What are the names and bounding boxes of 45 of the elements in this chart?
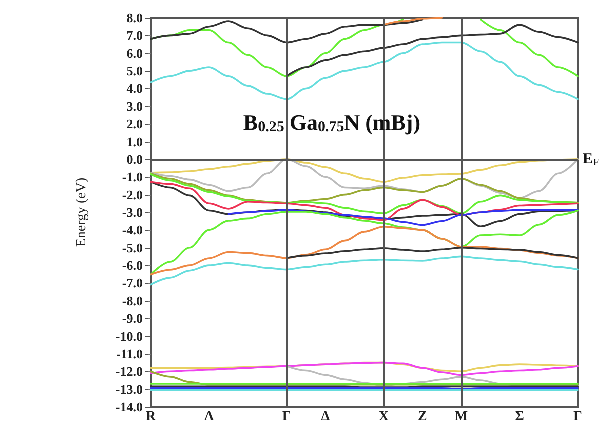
y-tick-label: -8.0 xyxy=(122,293,143,308)
line-series xyxy=(150,370,579,386)
line-series xyxy=(150,174,579,214)
y-tick-label: 8.0 xyxy=(126,10,143,26)
y-tick-label: -7.0 xyxy=(122,276,143,291)
line-series xyxy=(150,362,579,376)
y-tick-label: -14.0 xyxy=(116,400,143,414)
y-tick-label: 0.0 xyxy=(126,152,143,167)
x-tick-label: X xyxy=(378,410,389,424)
y-tick-label: 5.0 xyxy=(126,64,143,79)
line-series xyxy=(150,256,579,286)
line-series xyxy=(383,17,444,26)
x-tick-label: Z xyxy=(418,410,428,424)
line-series xyxy=(150,18,424,44)
x-tick-label: M xyxy=(454,410,468,424)
y-tick-label: -9.0 xyxy=(122,311,143,326)
line-series xyxy=(150,210,579,276)
y-tick-label: -10.0 xyxy=(116,328,143,344)
line-series xyxy=(228,209,579,226)
y-tick-label: 6.0 xyxy=(126,46,143,61)
y-tick-label: -12.0 xyxy=(116,364,143,380)
x-tick-label: Λ xyxy=(204,410,214,424)
y-tick-label: -3.0 xyxy=(122,205,143,220)
y-tick-label: -6.0 xyxy=(122,258,143,274)
y-tick-label: -11.0 xyxy=(116,346,143,362)
y-tick-label: -13.0 xyxy=(116,382,143,397)
y-tick-label: -5.0 xyxy=(122,240,143,256)
y-tick-label: -1.0 xyxy=(122,170,143,185)
y-tick-label: 4.0 xyxy=(126,81,143,96)
y-tick-label: -2.0 xyxy=(122,187,143,202)
line-series xyxy=(286,246,579,260)
x-tick-label: Δ xyxy=(321,410,330,424)
x-tick-label: Γ xyxy=(574,410,583,424)
y-axis-title: Energy (eV) xyxy=(74,178,90,248)
x-tick-label: R xyxy=(146,410,157,424)
x-tick-label: Σ xyxy=(515,410,524,424)
x-tick-label: Γ xyxy=(282,410,292,424)
y-tick-label: -4.0 xyxy=(122,222,143,238)
y-tick-label: 3.0 xyxy=(126,98,143,114)
y-tick-label: 2.0 xyxy=(126,116,143,132)
line-series xyxy=(150,42,579,100)
y-tick-label: 7.0 xyxy=(126,28,143,44)
line-series xyxy=(286,24,579,78)
line-series xyxy=(150,226,579,276)
y-tick-label: 1.0 xyxy=(126,134,143,150)
